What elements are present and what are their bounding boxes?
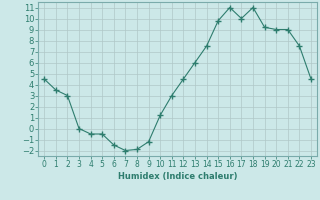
X-axis label: Humidex (Indice chaleur): Humidex (Indice chaleur): [118, 172, 237, 181]
